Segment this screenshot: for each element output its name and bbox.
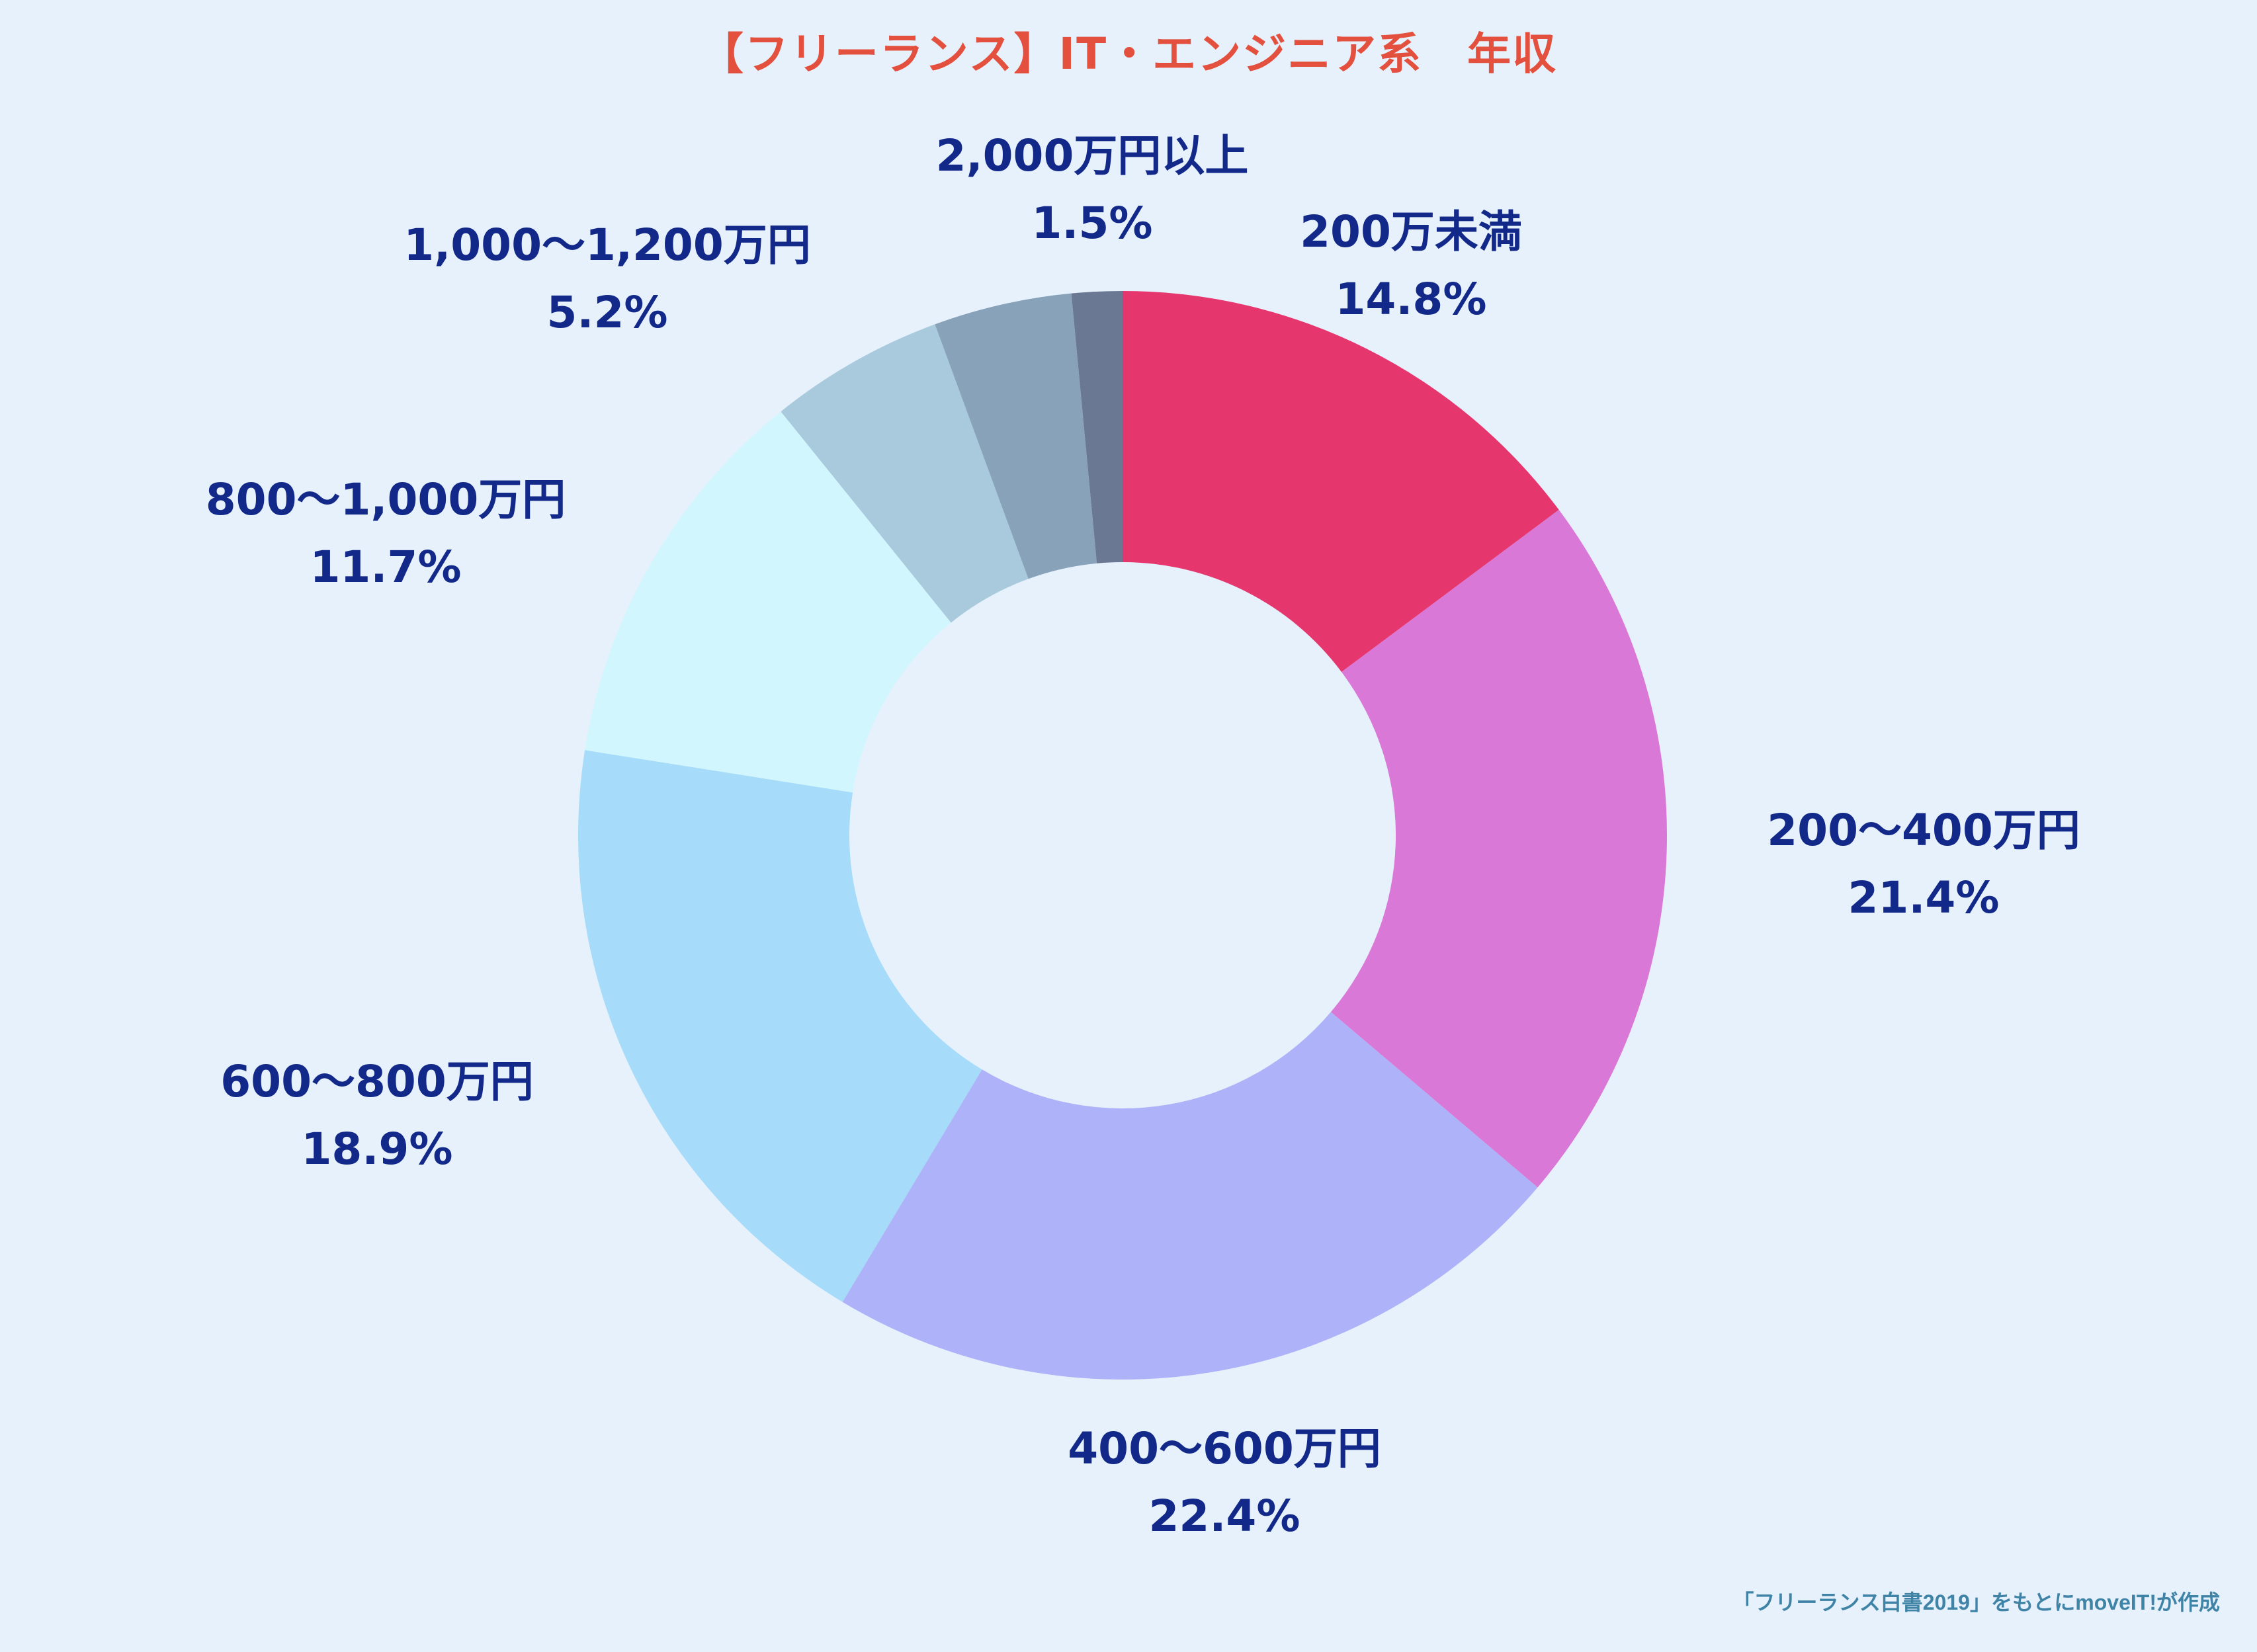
slice-category-label: 800〜1,000万円 [205, 474, 566, 525]
chart-title: 【フリーランス】IT・エンジニア系 年収 [699, 28, 1558, 79]
slice-category-label: 200〜400万円 [1767, 805, 2080, 856]
slice-value-label: 22.4% [1148, 1491, 1300, 1542]
slice-value-label: 21.4% [1848, 872, 2000, 923]
donut-slice [1071, 291, 1123, 563]
donut-slice [1330, 509, 1668, 1188]
slice-value-label: 1.5% [1031, 198, 1153, 249]
slice-category-label: 2,000万円以上 [935, 130, 1249, 181]
donut-slice [577, 750, 982, 1302]
donut-slice [781, 324, 1029, 623]
slice-label: 200〜400万円 21.4% [1767, 797, 2080, 932]
slice-label: 800〜1,000万円 11.7% [206, 466, 566, 601]
slice-category-label: 200万未満 [1300, 206, 1522, 257]
slice-label: 1,000〜1,200万円 5.2% [404, 212, 811, 347]
slice-value-label: 14.8% [1335, 274, 1487, 325]
slice-label: 600〜800万円 18.9% [220, 1048, 534, 1183]
slice-value-label: 5.2% [546, 287, 668, 338]
source-note: 「フリーランス白書2019」をもとにmoveIT!が作成 [1732, 1590, 2220, 1614]
slice-value-label: 18.9% [301, 1124, 453, 1175]
donut-slice [1123, 291, 1559, 673]
slice-value-label: 11.7% [310, 542, 462, 593]
slice-label: 2,000万円以上 1.5% [936, 122, 1249, 257]
slice-label: 400〜600万円 22.4% [1068, 1415, 1381, 1550]
slice-category-label: 400〜600万円 [1068, 1423, 1381, 1474]
donut-slice [842, 1012, 1538, 1380]
donut-slice [585, 411, 951, 793]
slice-category-label: 600〜800万円 [220, 1056, 534, 1107]
donut-slice [935, 293, 1097, 579]
slice-label: 200万未満 14.8% [1300, 198, 1522, 333]
slice-category-label: 1,000〜1,200万円 [404, 220, 811, 270]
